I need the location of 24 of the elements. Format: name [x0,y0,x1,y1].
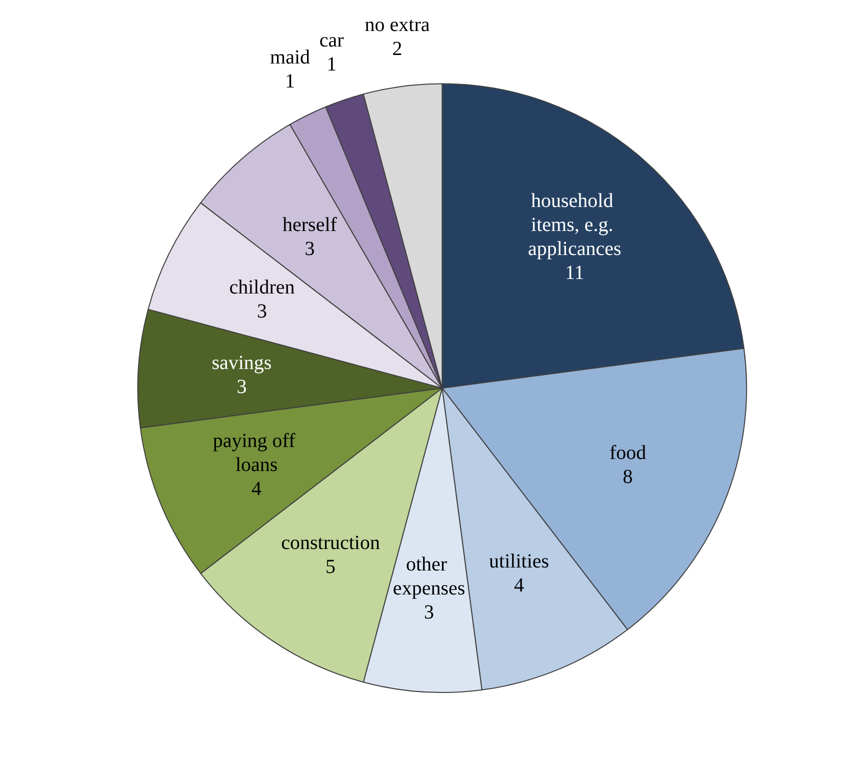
slice-label: car [319,29,344,52]
slice-label: children [229,276,295,298]
slice-label: no extra [364,14,430,36]
data-label: 4 [252,478,262,500]
data-label: 1 [326,53,337,76]
data-label: 2 [392,38,402,60]
slice-label: savings [212,352,272,374]
slice-label: food [609,442,646,464]
slice-label: paying off loans [212,430,300,476]
data-label: 3 [304,238,315,260]
slice-label: other expenses [392,554,466,600]
slice-label: household items, e.g. applicances [528,190,622,260]
data-label: 8 [622,466,633,488]
slice-label: herself [282,214,338,236]
data-label: 3 [424,602,434,624]
data-label: 3 [236,376,247,398]
slice-label: maid [270,46,310,69]
data-label: 1 [285,70,296,93]
slice-label: construction [281,532,380,554]
data-label: 3 [256,300,267,322]
data-label: 4 [514,574,524,597]
slice-label: utilities [489,550,550,573]
data-label: 11 [565,262,584,284]
data-label: 5 [326,556,336,578]
